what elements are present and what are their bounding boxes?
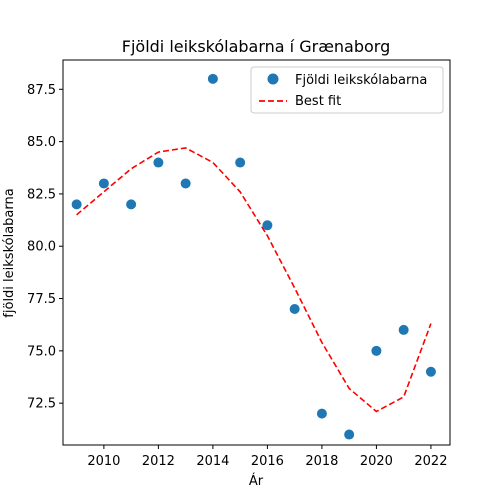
y-tick-label: 85.0 [27,135,56,150]
axes-frame [62,59,451,446]
y-axis: 72.5 75.0 77.5 80.0 82.5 85.0 87.5 [27,83,63,412]
scatter-series [71,73,436,440]
data-point [153,157,164,168]
data-point [316,408,327,419]
x-tick-label: 2010 [87,454,120,469]
legend-label-fit: Best fit [295,94,341,109]
data-point [71,199,82,210]
x-tick-label: 2016 [251,454,284,469]
legend-box [250,66,444,114]
legend-marker-scatter [267,73,279,85]
y-tick-label: 75.0 [27,344,56,359]
x-tick-label: 2022 [414,454,447,469]
x-tick-label: 2012 [142,454,175,469]
legend-label-scatter: Fjöldi leikskólabarna [295,73,427,88]
y-tick-label: 80.0 [27,240,56,255]
best-fit-line [76,147,432,413]
legend: Fjöldi leikskólabarna Best fit [250,66,444,114]
y-tick-label: 77.5 [27,292,56,307]
data-point [235,157,246,168]
plot-area [62,59,451,446]
data-point [98,178,109,189]
data-point [371,345,382,356]
data-point [180,178,191,189]
best-fit-series [76,147,432,413]
y-tick-label: 72.5 [27,397,56,412]
x-tick-label: 2020 [360,454,393,469]
data-point [289,303,300,314]
data-point [425,366,436,377]
x-axis-label: Ár [249,473,264,489]
y-tick-label: 82.5 [27,187,56,202]
data-point [126,199,137,210]
data-point [262,220,273,231]
x-tick-label: 2014 [196,454,229,469]
x-tick-label: 2018 [305,454,338,469]
y-axis-label: fjöldi leikskólabarna [2,188,17,317]
y-tick-label: 87.5 [27,83,56,98]
data-point [344,429,355,440]
data-point [207,73,218,84]
data-point [398,324,409,335]
x-axis: 2010 2012 2014 2016 2018 2020 2022 [87,445,447,469]
chart-title: Fjöldi leikskólabarna í Grænaborg [122,37,391,56]
